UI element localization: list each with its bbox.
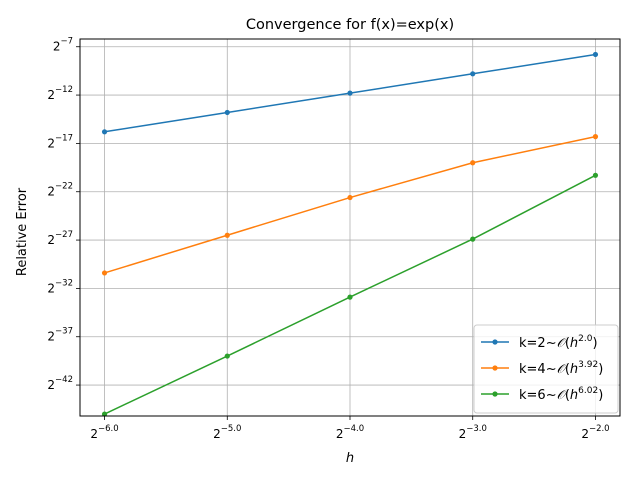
legend-order: 2.0 <box>578 334 593 344</box>
legend-label: k=4~𝒪(h3.92) <box>519 360 603 377</box>
data-point <box>470 236 476 242</box>
data-point <box>101 270 108 276</box>
y-tick-label: 2−7 <box>53 37 73 54</box>
x-tick-label: 2−5.0 <box>213 424 241 441</box>
data-point <box>224 232 230 238</box>
y-tick-label-exponent: −17 <box>55 133 73 143</box>
legend-marker <box>492 339 498 345</box>
legend: k=2~𝒪(h2.0) k=4~𝒪(h3.92) k=6~𝒪(h6.02) <box>473 324 619 414</box>
legend-series-name: k=4 <box>519 362 546 377</box>
y-axis-label: Relative Error <box>15 187 30 276</box>
x-tick-label-exponent: −2.0 <box>589 424 610 434</box>
data-point <box>101 411 108 417</box>
series-layer <box>101 51 599 417</box>
x-tick-label: 2−6.0 <box>90 424 118 441</box>
y-tick-label-exponent: −42 <box>55 375 73 385</box>
chart-title: Convergence for f(x)=exp(x) <box>246 17 454 33</box>
data-point <box>347 90 353 96</box>
y-tick-label-exponent: −22 <box>55 182 73 192</box>
legend-order: 6.02 <box>578 386 598 396</box>
data-point <box>470 160 476 166</box>
y-tick-label: 2−37 <box>47 327 73 344</box>
legend-series-name: k=2 <box>519 336 546 351</box>
y-tick-label: 2−42 <box>47 375 73 392</box>
legend-box <box>473 324 619 414</box>
data-point <box>470 71 476 77</box>
x-tick-label-exponent: −6.0 <box>98 424 119 434</box>
y-tick-label-exponent: −27 <box>55 230 73 240</box>
x-axis-label: h <box>346 451 354 466</box>
data-point <box>101 129 108 135</box>
x-tick-label-exponent: −5.0 <box>221 424 242 434</box>
data-point <box>224 353 230 359</box>
legend-label: k=2~𝒪(h2.0) <box>519 334 598 351</box>
legend-marker <box>492 365 498 371</box>
data-point <box>347 194 353 201</box>
y-tick-label: 2−17 <box>47 133 73 150</box>
y-tick-label-exponent: −7 <box>60 37 73 47</box>
y-tick-label-exponent: −37 <box>55 327 73 337</box>
x-tick-label: 2−2.0 <box>581 424 609 441</box>
legend-order: 3.92 <box>578 360 598 370</box>
y-tick-label-exponent: −32 <box>55 278 73 288</box>
data-point <box>592 51 599 58</box>
y-tick-label: 2−27 <box>47 230 73 247</box>
x-tick-label: 2−3.0 <box>459 424 487 441</box>
legend-label: k=6~𝒪(h6.02) <box>519 386 603 403</box>
legend-marker <box>492 391 498 397</box>
y-tick-label: 2−22 <box>47 182 73 199</box>
y-tick-label: 2−12 <box>47 85 73 102</box>
data-point <box>592 134 599 140</box>
tick-layer: 2−6.0 2−5.0 2−4.0 2−3.0 2−2.0 2−7 2−12 2−17 2−22… <box>47 37 609 441</box>
x-tick-label: 2−4.0 <box>336 424 364 441</box>
data-point <box>592 172 599 178</box>
x-tick-label-exponent: −4.0 <box>344 424 365 434</box>
data-point <box>224 109 230 116</box>
y-tick-label-exponent: −12 <box>55 85 73 95</box>
data-point <box>347 294 353 300</box>
y-tick-label: 2−32 <box>47 278 73 295</box>
legend-series-name: k=6 <box>519 388 546 403</box>
x-tick-label-exponent: −3.0 <box>466 424 487 434</box>
